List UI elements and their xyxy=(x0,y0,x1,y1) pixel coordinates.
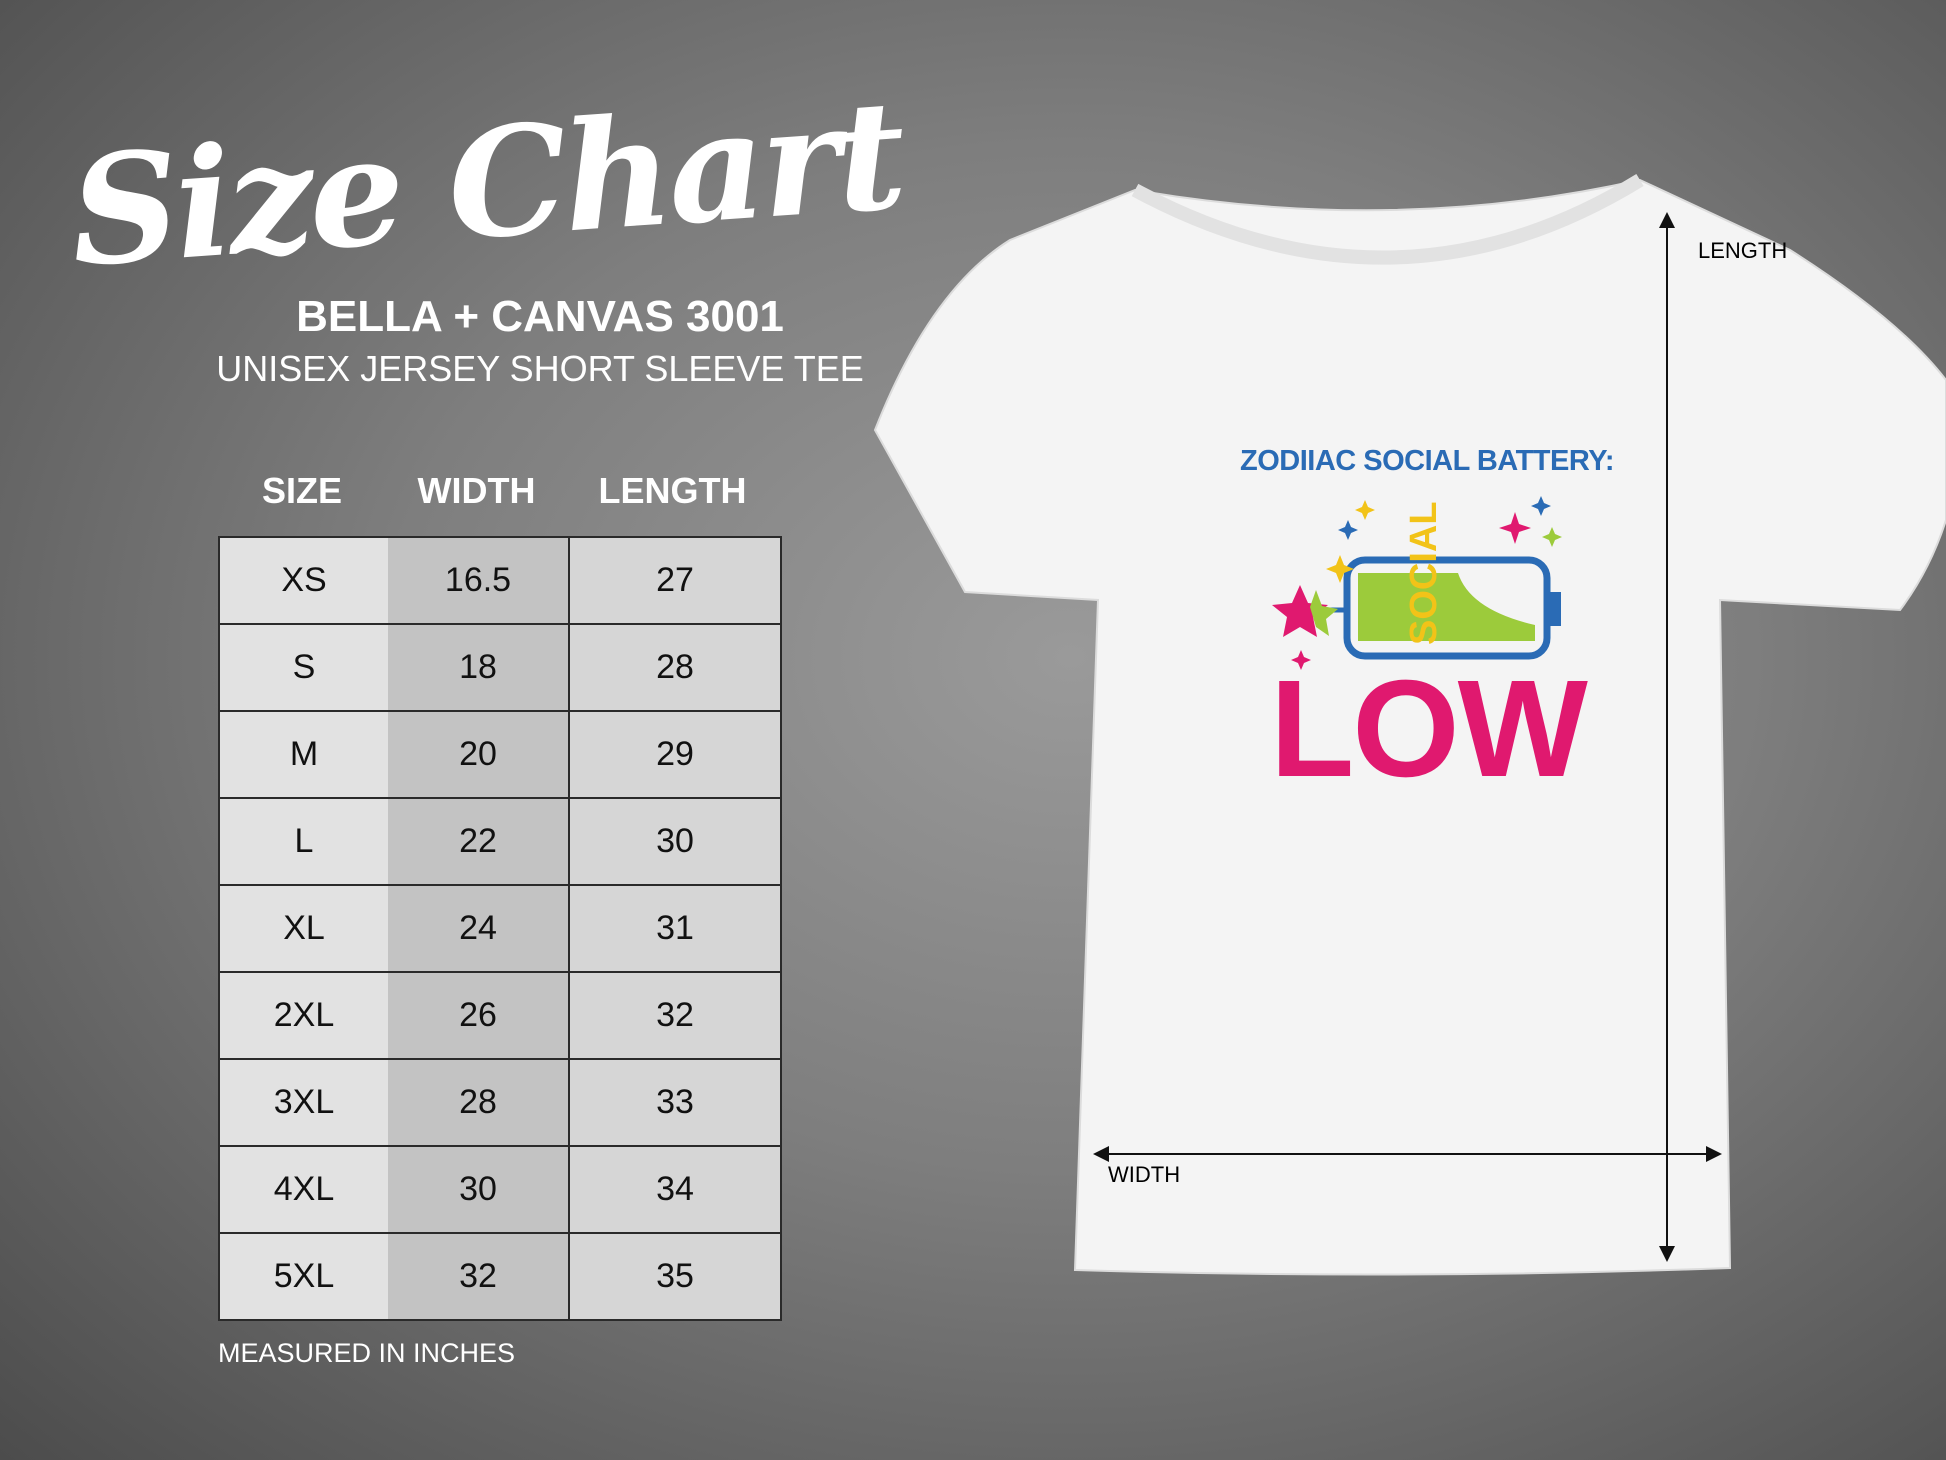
cell-length: 29 xyxy=(570,712,780,797)
arrow-left-icon xyxy=(1093,1146,1109,1162)
table-row: XL 24 31 xyxy=(220,886,780,973)
tshirt-collar xyxy=(1131,174,1644,265)
cell-size: 3XL xyxy=(220,1060,388,1145)
table-row: 4XL 30 34 xyxy=(220,1147,780,1234)
length-label: LENGTH xyxy=(1698,238,1787,263)
cell-length: 27 xyxy=(570,538,780,623)
arrow-right-icon xyxy=(1706,1146,1722,1162)
table-row: M 20 29 xyxy=(220,712,780,799)
cell-size: XS xyxy=(220,538,388,623)
cell-size: L xyxy=(220,799,388,884)
cell-width: 26 xyxy=(388,973,570,1058)
star-green-icon xyxy=(1310,590,1338,636)
cell-size: XL xyxy=(220,886,388,971)
graphic-title: ZODIIAC SOCIAL BATTERY: xyxy=(1240,445,1615,477)
cell-length: 28 xyxy=(570,625,780,710)
cell-size: 5XL xyxy=(220,1234,388,1319)
battery-graphic: SOCIAL xyxy=(1272,496,1562,670)
table-row: XS 16.5 27 xyxy=(220,538,780,625)
sparkle-icon xyxy=(1326,555,1354,583)
cell-length: 33 xyxy=(570,1060,780,1145)
table-row: 5XL 32 35 xyxy=(220,1234,780,1319)
cell-width: 24 xyxy=(388,886,570,971)
header-length: LENGTH xyxy=(598,470,747,511)
cell-size: 4XL xyxy=(220,1147,388,1232)
cell-width: 28 xyxy=(388,1060,570,1145)
cell-length: 34 xyxy=(570,1147,780,1232)
star-pink-icon xyxy=(1272,585,1328,637)
battery-text: SOCIAL xyxy=(1403,501,1445,645)
table-row: L 22 30 xyxy=(220,799,780,886)
cell-width: 20 xyxy=(388,712,570,797)
header-size: SIZE xyxy=(261,470,342,511)
sparkle-icon xyxy=(1355,500,1375,520)
width-arrow xyxy=(1093,1146,1722,1162)
cell-width: 18 xyxy=(388,625,570,710)
length-arrow xyxy=(1659,212,1675,1262)
sparkle-icon xyxy=(1531,496,1551,516)
cell-width: 32 xyxy=(388,1234,570,1319)
cell-width: 22 xyxy=(388,799,570,884)
brand-model: BELLA + CANVAS 3001 xyxy=(296,292,784,341)
sparkle-icon xyxy=(1499,512,1531,544)
sparkle-icon xyxy=(1542,527,1562,547)
arrow-down-icon xyxy=(1659,1246,1675,1262)
sparkle-icon xyxy=(1291,650,1311,670)
width-label: WIDTH xyxy=(1108,1162,1180,1187)
cell-width: 30 xyxy=(388,1147,570,1232)
table-row: S 18 28 xyxy=(220,625,780,712)
cell-length: 35 xyxy=(570,1234,780,1319)
cell-size: M xyxy=(220,712,388,797)
cell-length: 32 xyxy=(570,973,780,1058)
header-width: WIDTH xyxy=(417,470,536,511)
tshirt-body xyxy=(873,178,1946,1276)
product-subtitle: UNISEX JERSEY SHORT SLEEVE TEE xyxy=(216,348,864,389)
arrow-up-icon xyxy=(1659,212,1675,228)
size-table: XS 16.5 27 S 18 28 M 20 29 L 22 30 XL 24 31 2XL 26 32 3XL 2… xyxy=(218,536,782,1321)
cell-width: 16.5 xyxy=(388,538,570,623)
cell-length: 31 xyxy=(570,886,780,971)
graphic-word: LOW xyxy=(1270,652,1588,806)
cell-size: 2XL xyxy=(220,973,388,1058)
table-row: 2XL 26 32 xyxy=(220,973,780,1060)
measurement-note: MEASURED IN INCHES xyxy=(218,1338,516,1368)
cell-length: 30 xyxy=(570,799,780,884)
cell-size: S xyxy=(220,625,388,710)
sparkle-icon xyxy=(1338,520,1358,540)
table-row: 3XL 28 33 xyxy=(220,1060,780,1147)
